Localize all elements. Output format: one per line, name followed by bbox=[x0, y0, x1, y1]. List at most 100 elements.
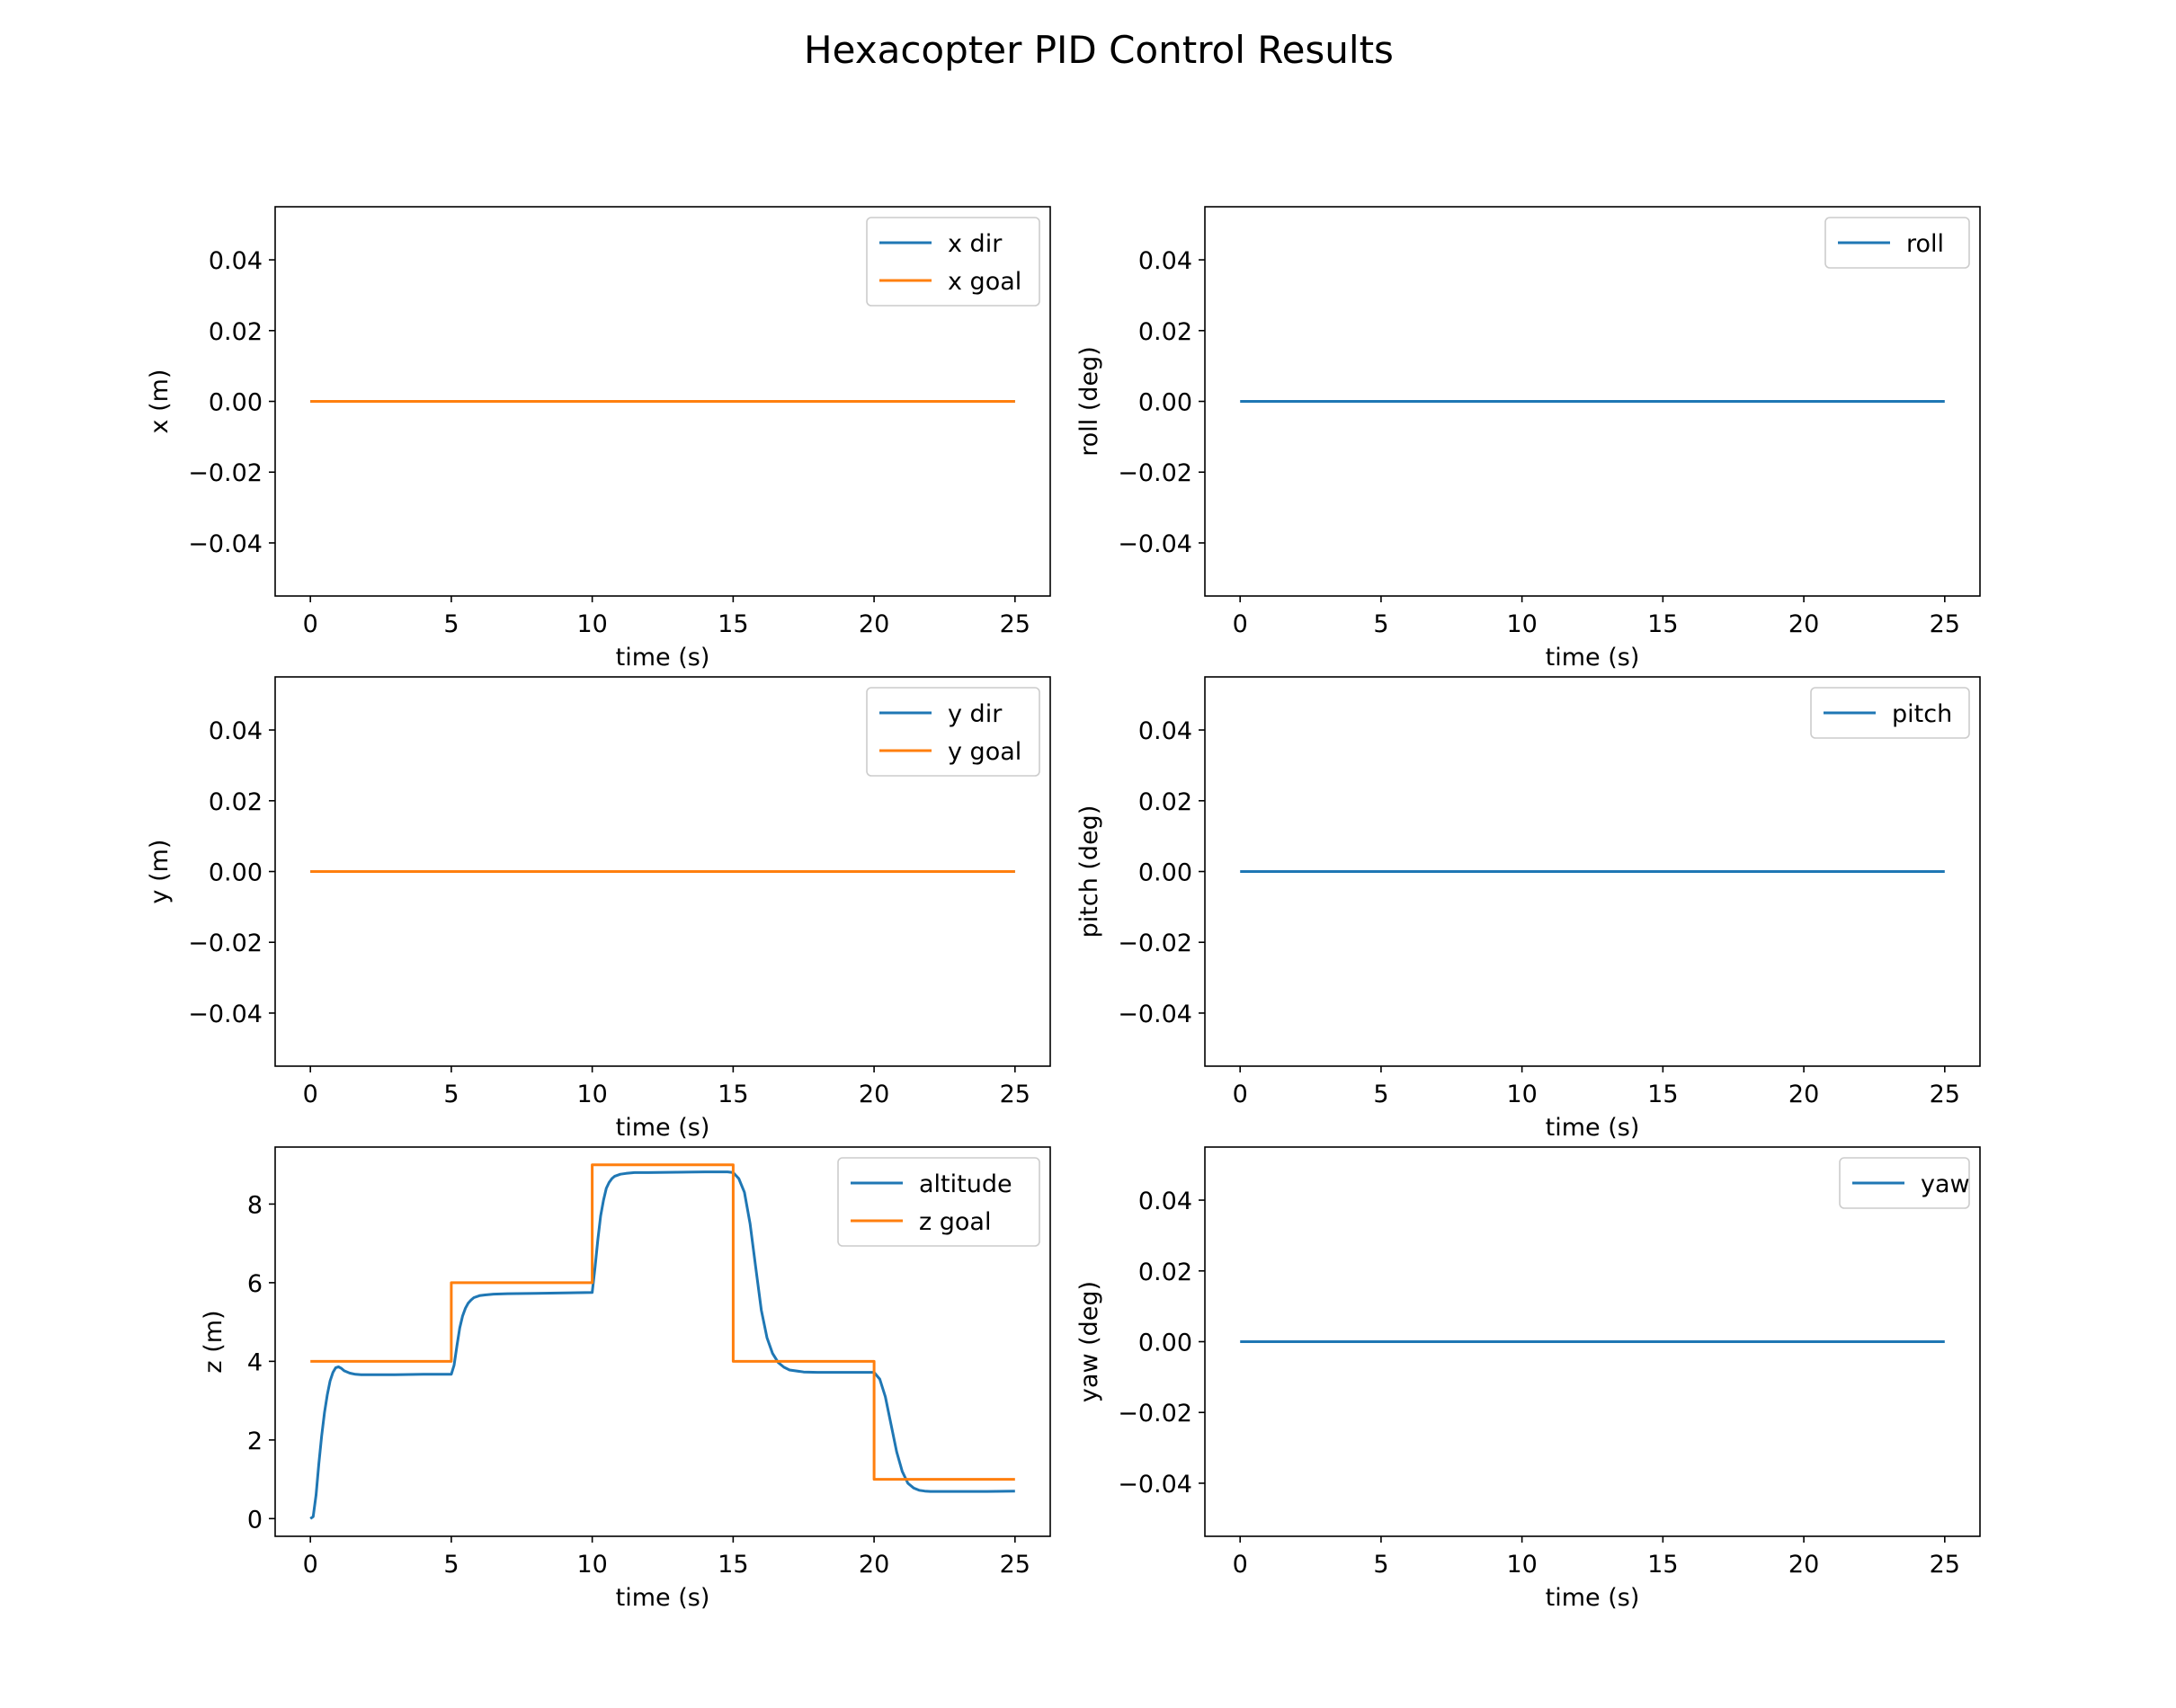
y-tick-label: −0.04 bbox=[188, 1001, 263, 1028]
legend-box bbox=[1824, 217, 1970, 269]
x-tick-label: 20 bbox=[1788, 610, 1819, 638]
y-axis-label: y (m) bbox=[146, 840, 174, 904]
y-tick-label: −0.02 bbox=[188, 930, 263, 957]
legend: pitch bbox=[1810, 687, 1970, 739]
x-axis-label: time (s) bbox=[616, 1114, 710, 1142]
legend-label: y goal bbox=[948, 738, 1021, 766]
y-tick-label: 0.00 bbox=[209, 859, 263, 887]
y-tick-label: −0.02 bbox=[188, 459, 263, 487]
subplot-middle-right: 0 5 10 15 20 25 0.04 0.02 0.00 −0.02 −0.04 time (s)… bbox=[1075, 676, 1981, 1142]
legend: yaw bbox=[1839, 1157, 1970, 1209]
y-tick-label: 8 bbox=[247, 1191, 263, 1219]
x-tick-label: 5 bbox=[443, 610, 459, 638]
x-tick-label: 5 bbox=[1373, 610, 1388, 638]
x-tick-label: 25 bbox=[1930, 1551, 1960, 1579]
y-tick-label: 0.00 bbox=[1138, 859, 1192, 887]
x-tick-label: 15 bbox=[1647, 1551, 1678, 1579]
x-tick-label: 15 bbox=[718, 610, 748, 638]
x-tick-label: 25 bbox=[1930, 1081, 1960, 1108]
x-tick-label: 25 bbox=[1000, 610, 1030, 638]
x-tick-label: 15 bbox=[718, 1551, 748, 1579]
x-tick-label: 25 bbox=[1000, 1081, 1030, 1108]
legend-label: y dir bbox=[948, 700, 1003, 728]
x-tick-label: 15 bbox=[1647, 610, 1678, 638]
y-tick-label: 0.02 bbox=[209, 788, 263, 816]
subplot-middle-left: 0 5 10 15 20 25 0.04 0.02 0.00 −0.02 −0.04 time (s)… bbox=[146, 676, 1051, 1142]
subplot-top-left: 0 5 10 15 20 25 0.04 0.02 0.00 −0.02 −0.04 time (s)… bbox=[146, 206, 1051, 672]
x-tick-label: 5 bbox=[443, 1551, 459, 1579]
x-tick-label: 20 bbox=[1788, 1551, 1819, 1579]
y-tick-label: −0.02 bbox=[1118, 459, 1192, 487]
axes-frame bbox=[274, 1146, 1051, 1537]
legend-label: pitch bbox=[1892, 700, 1952, 728]
x-tick-label: 0 bbox=[1233, 610, 1248, 638]
x-tick-label: 20 bbox=[859, 610, 889, 638]
y-tick-label: 0.00 bbox=[1138, 1330, 1192, 1357]
x-axis-label: time (s) bbox=[1546, 1114, 1640, 1142]
x-tick-label: 10 bbox=[1506, 1551, 1537, 1579]
y-tick-label: 0.04 bbox=[1138, 717, 1192, 745]
x-tick-label: 5 bbox=[1373, 1551, 1388, 1579]
y-tick-label: 2 bbox=[247, 1428, 263, 1455]
y-tick-label: 0.02 bbox=[209, 318, 263, 346]
legend-label: x dir bbox=[948, 230, 1003, 258]
y-tick-label: 6 bbox=[247, 1270, 263, 1298]
x-tick-label: 0 bbox=[303, 1081, 318, 1108]
figure-title: Hexacopter PID Control Results bbox=[804, 28, 1394, 72]
x-tick-label: 20 bbox=[859, 1081, 889, 1108]
x-axis-label: time (s) bbox=[1546, 1584, 1640, 1612]
x-tick-label: 10 bbox=[1506, 610, 1537, 638]
x-axis-label: time (s) bbox=[616, 1584, 710, 1612]
legend-label: yaw bbox=[1921, 1170, 1970, 1198]
legend-box bbox=[866, 217, 1040, 307]
legend: y dir y goal bbox=[866, 687, 1040, 777]
y-tick-label: 0.00 bbox=[209, 389, 263, 417]
legend-label: altitude bbox=[919, 1170, 1012, 1198]
x-tick-label: 10 bbox=[576, 1081, 607, 1108]
legend-label: z goal bbox=[919, 1208, 991, 1236]
x-tick-label: 25 bbox=[1930, 610, 1960, 638]
x-tick-label: 5 bbox=[1373, 1081, 1388, 1108]
legend-box bbox=[866, 687, 1040, 777]
x-tick-label: 15 bbox=[718, 1081, 748, 1108]
legend-box bbox=[837, 1157, 1040, 1247]
x-tick-label: 10 bbox=[576, 610, 607, 638]
x-tick-label: 0 bbox=[303, 1551, 318, 1579]
series-line-z-goal bbox=[310, 1163, 1015, 1481]
legend: roll bbox=[1824, 217, 1970, 269]
y-tick-label: 0 bbox=[247, 1506, 263, 1534]
y-tick-label: −0.04 bbox=[1118, 530, 1192, 558]
y-axis-label: roll (deg) bbox=[1075, 346, 1103, 457]
x-axis-label: time (s) bbox=[616, 644, 710, 672]
x-tick-label: 5 bbox=[443, 1081, 459, 1108]
y-tick-label: 0.00 bbox=[1138, 389, 1192, 417]
x-tick-label: 20 bbox=[1788, 1081, 1819, 1108]
legend-box bbox=[1810, 687, 1970, 739]
y-tick-label: 0.02 bbox=[1138, 788, 1192, 816]
y-tick-label: 0.04 bbox=[209, 247, 263, 275]
x-tick-label: 0 bbox=[1233, 1551, 1248, 1579]
y-axis-label: x (m) bbox=[146, 369, 174, 434]
y-axis-label: pitch (deg) bbox=[1075, 805, 1103, 939]
y-tick-label: 0.02 bbox=[1138, 318, 1192, 346]
legend-label: x goal bbox=[948, 268, 1021, 296]
y-axis-label: yaw (deg) bbox=[1075, 1281, 1103, 1402]
y-tick-label: 0.04 bbox=[209, 717, 263, 745]
y-tick-label: −0.04 bbox=[1118, 1471, 1192, 1499]
y-tick-label: 0.02 bbox=[1138, 1259, 1192, 1286]
x-tick-label: 20 bbox=[859, 1551, 889, 1579]
legend-label: roll bbox=[1906, 230, 1944, 258]
x-tick-label: 0 bbox=[1233, 1081, 1248, 1108]
y-tick-label: −0.04 bbox=[188, 530, 263, 558]
x-tick-label: 0 bbox=[303, 610, 318, 638]
y-tick-label: −0.02 bbox=[1118, 1400, 1192, 1428]
x-tick-label: 10 bbox=[1506, 1081, 1537, 1108]
series-line-altitude bbox=[309, 1170, 1015, 1520]
legend: altitude z goal bbox=[837, 1157, 1040, 1247]
x-tick-label: 25 bbox=[1000, 1551, 1030, 1579]
y-tick-label: 0.04 bbox=[1138, 247, 1192, 275]
legend: x dir x goal bbox=[866, 217, 1040, 307]
